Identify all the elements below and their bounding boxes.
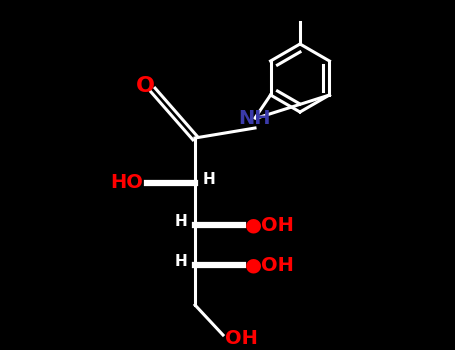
Text: ●OH: ●OH xyxy=(245,216,295,234)
Text: HO: HO xyxy=(110,174,143,192)
Text: OH: OH xyxy=(225,329,258,349)
Text: O: O xyxy=(136,76,155,96)
Text: H: H xyxy=(174,253,187,268)
Text: NH: NH xyxy=(239,108,271,127)
Text: H: H xyxy=(174,214,187,229)
Text: ●OH: ●OH xyxy=(245,256,295,274)
Text: H: H xyxy=(203,172,216,187)
